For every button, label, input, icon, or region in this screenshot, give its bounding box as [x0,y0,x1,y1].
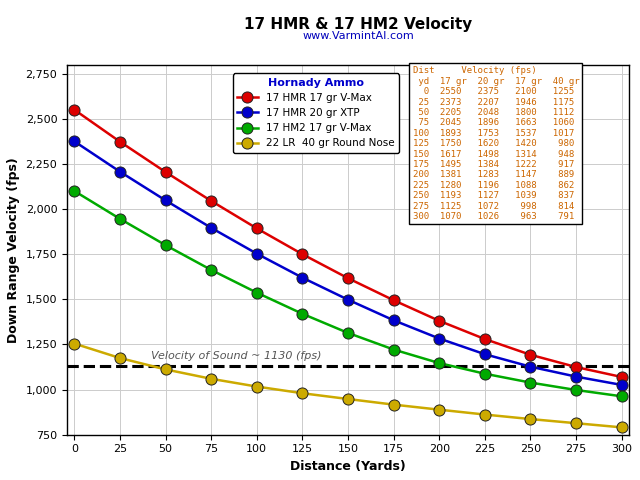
Text: Velocity of Sound ~ 1130 (fps): Velocity of Sound ~ 1130 (fps) [151,351,321,361]
Text: 17 HMR & 17 HM2 Velocity: 17 HMR & 17 HM2 Velocity [244,17,472,32]
Legend: 17 HMR 17 gr V-Max, 17 HMR 20 gr XTP, 17 HM2 17 gr V-Max, 22 LR  40 gr Round Nos: 17 HMR 17 gr V-Max, 17 HMR 20 gr XTP, 17… [233,73,399,153]
X-axis label: Distance (Yards): Distance (Yards) [290,460,406,473]
Y-axis label: Down Range Velocity (fps): Down Range Velocity (fps) [7,157,20,343]
Text: Dist     Velocity (fps)
 yd  17 gr  20 gr  17 gr  40 gr
  0  2550   2375   2100 : Dist Velocity (fps) yd 17 gr 20 gr 17 gr… [413,66,579,221]
Text: www.VarmintAI.com: www.VarmintAI.com [303,31,414,41]
